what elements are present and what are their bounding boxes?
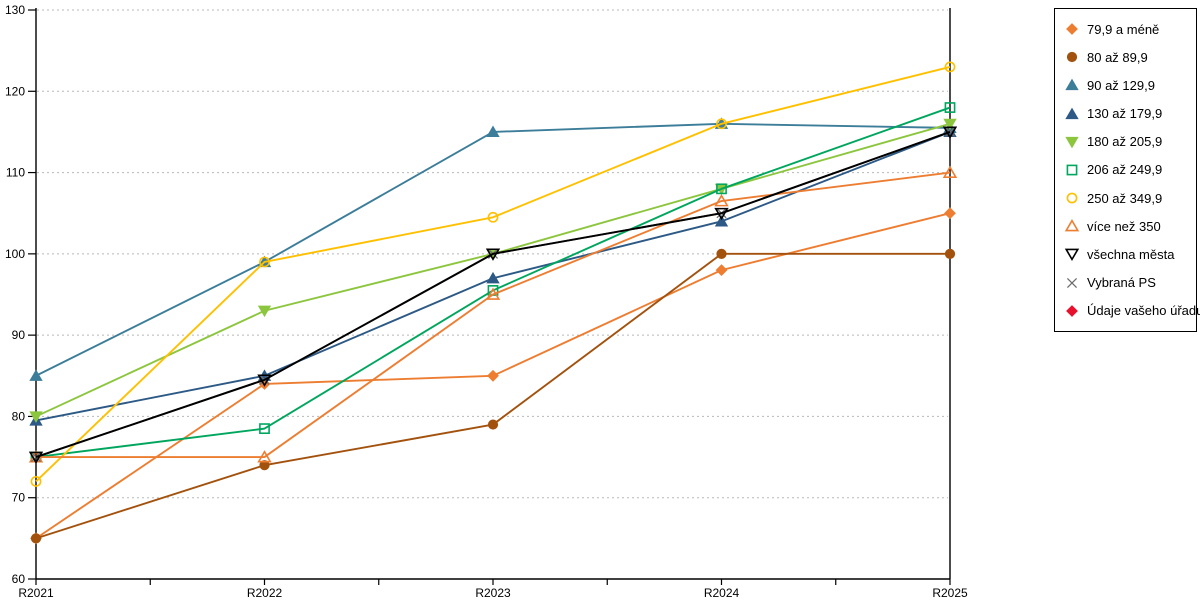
y-tick-label: 70 <box>12 491 26 505</box>
legend-item: více než 350 <box>1064 218 1192 234</box>
series-line <box>36 171 951 459</box>
data-point-marker <box>943 118 957 131</box>
triangle-down-marker-icon <box>1064 249 1080 262</box>
data-point-marker <box>259 256 270 268</box>
legend-label: 130 až 179,9 <box>1087 106 1163 122</box>
data-point-marker <box>716 248 727 259</box>
legend-item: všechna města <box>1064 246 1192 262</box>
legend-label: více než 350 <box>1087 218 1161 234</box>
circle-marker-icon <box>1066 192 1078 204</box>
y-tick-label: 130 <box>5 3 25 17</box>
data-point-marker <box>942 165 958 178</box>
data-point-marker <box>257 305 272 318</box>
data-point-marker <box>714 207 729 221</box>
series-group <box>28 61 958 545</box>
data-point-marker <box>716 183 727 195</box>
legend-item: 206 až 249,9 <box>1064 162 1192 178</box>
legend-item: 250 až 349,9 <box>1064 190 1192 206</box>
data-point-marker <box>715 264 728 277</box>
legend-label: 79,9 a méně <box>1087 21 1160 37</box>
data-point-marker <box>716 118 727 130</box>
y-tick-label: 100 <box>5 247 25 261</box>
data-point-marker <box>487 369 499 382</box>
series-2 <box>30 248 956 544</box>
data-point-marker <box>30 476 42 487</box>
data-point-marker <box>714 194 729 207</box>
legend-item: 79,9 a méně <box>1064 21 1192 37</box>
y-tick-label: 120 <box>5 84 25 98</box>
data-point-marker <box>487 211 499 223</box>
legend: 79,9 a méně 80 až 89,9 90 až 129,9 130 až 1… <box>1054 8 1200 332</box>
series-9 <box>28 126 958 465</box>
diamond-marker-icon <box>1066 23 1078 35</box>
legend-item: 130 až 179,9 <box>1064 106 1192 122</box>
data-point-marker <box>944 248 956 259</box>
y-tick-label: 90 <box>12 328 26 342</box>
series-8 <box>28 165 958 463</box>
square-marker-icon <box>1066 164 1078 176</box>
data-point-marker <box>485 287 501 300</box>
diamond-marker-icon <box>1066 304 1078 317</box>
series-line <box>35 131 951 458</box>
legend-item: 90 až 129,9 <box>1064 77 1192 93</box>
data-point-marker <box>257 374 272 387</box>
legend-item: 80 až 89,9 <box>1064 49 1192 65</box>
x-tick-label: R2021 <box>18 586 54 600</box>
legend-item: Údaje vašeho úřadu <box>1064 303 1200 319</box>
data-point-marker <box>944 207 956 220</box>
legend-label: 90 až 129,9 <box>1087 77 1155 93</box>
legend-label: 80 až 89,9 <box>1087 49 1148 65</box>
triangle-down-marker-icon <box>1065 136 1079 149</box>
data-point-marker <box>486 271 500 284</box>
series-line <box>35 65 951 483</box>
y-tick-label: 110 <box>6 166 25 180</box>
data-point-marker <box>30 533 42 544</box>
y-tick-label: 60 <box>12 572 26 586</box>
x-tick-label: R2025 <box>932 586 968 600</box>
legend-label: Údaje vašeho úřadu <box>1087 303 1200 319</box>
series-line <box>35 252 950 540</box>
x-tick-label: R2023 <box>475 586 511 600</box>
data-point-marker <box>257 450 272 463</box>
data-point-marker <box>486 125 500 138</box>
data-point-marker <box>259 423 270 435</box>
data-point-marker <box>714 214 729 227</box>
legend-label: Vybraná PS <box>1087 275 1156 291</box>
data-point-marker <box>29 411 43 423</box>
triangle-up-marker-icon <box>1064 219 1080 232</box>
legend-label: 206 až 249,9 <box>1087 162 1163 178</box>
data-point-marker <box>28 451 44 465</box>
y-tick-label: 80 <box>12 409 26 423</box>
data-point-marker <box>487 419 499 430</box>
legend-label: 250 až 349,9 <box>1087 190 1163 206</box>
series-7 <box>30 61 956 487</box>
data-point-marker <box>259 460 270 471</box>
x-marker-icon <box>1066 277 1078 288</box>
data-point-marker <box>29 369 43 381</box>
data-point-marker <box>944 102 956 113</box>
x-tick-label: R2024 <box>704 586 740 600</box>
circle-marker-icon <box>1066 52 1078 63</box>
data-point-marker <box>485 248 501 261</box>
triangle-up-marker-icon <box>1065 107 1079 119</box>
legend-item: Vybraná PS <box>1064 275 1192 291</box>
x-tick-label: R2022 <box>247 586 283 600</box>
legend-item: 180 až 205,9 <box>1064 134 1192 150</box>
legend-label: 180 až 205,9 <box>1087 134 1163 150</box>
data-point-marker <box>942 126 958 139</box>
axes: 60 70 80 90 100 110 120 130 R2021 R2022 R2023 R2024… <box>5 3 968 600</box>
data-point-marker <box>944 61 956 73</box>
triangle-up-marker-icon <box>1065 79 1079 91</box>
legend-label: všechna města <box>1087 246 1175 262</box>
